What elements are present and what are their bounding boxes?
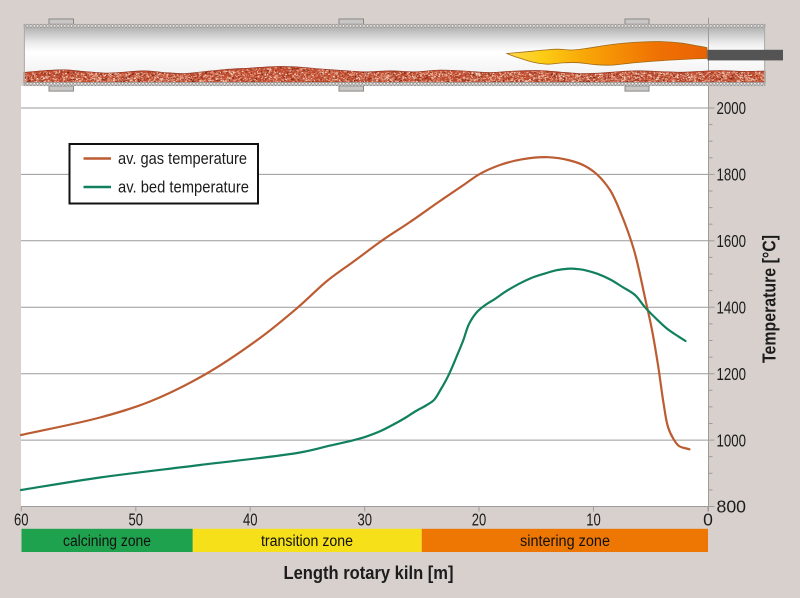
- svg-text:2000: 2000: [717, 98, 747, 118]
- svg-text:1200: 1200: [717, 364, 747, 384]
- svg-text:av. bed temperature: av. bed temperature: [118, 179, 249, 197]
- svg-text:1600: 1600: [717, 231, 747, 251]
- svg-text:0: 0: [703, 510, 713, 530]
- svg-text:Temperature [°C]: Temperature [°C]: [760, 235, 780, 363]
- svg-text:sintering zone: sintering zone: [520, 533, 610, 550]
- svg-text:calcining zone: calcining zone: [63, 533, 151, 550]
- svg-text:60: 60: [14, 510, 29, 530]
- svg-text:40: 40: [243, 510, 258, 530]
- svg-text:av. gas temperature: av. gas temperature: [118, 150, 247, 168]
- svg-text:20: 20: [472, 510, 487, 530]
- svg-text:50: 50: [129, 510, 144, 530]
- svg-text:10: 10: [586, 510, 601, 530]
- svg-text:Length rotary kiln [m]: Length rotary kiln [m]: [284, 563, 454, 583]
- svg-text:1800: 1800: [717, 165, 747, 185]
- svg-text:800: 800: [717, 497, 747, 517]
- svg-text:1000: 1000: [717, 430, 747, 450]
- svg-text:30: 30: [357, 510, 372, 530]
- svg-text:1400: 1400: [717, 297, 747, 317]
- svg-text:transition zone: transition zone: [261, 533, 353, 550]
